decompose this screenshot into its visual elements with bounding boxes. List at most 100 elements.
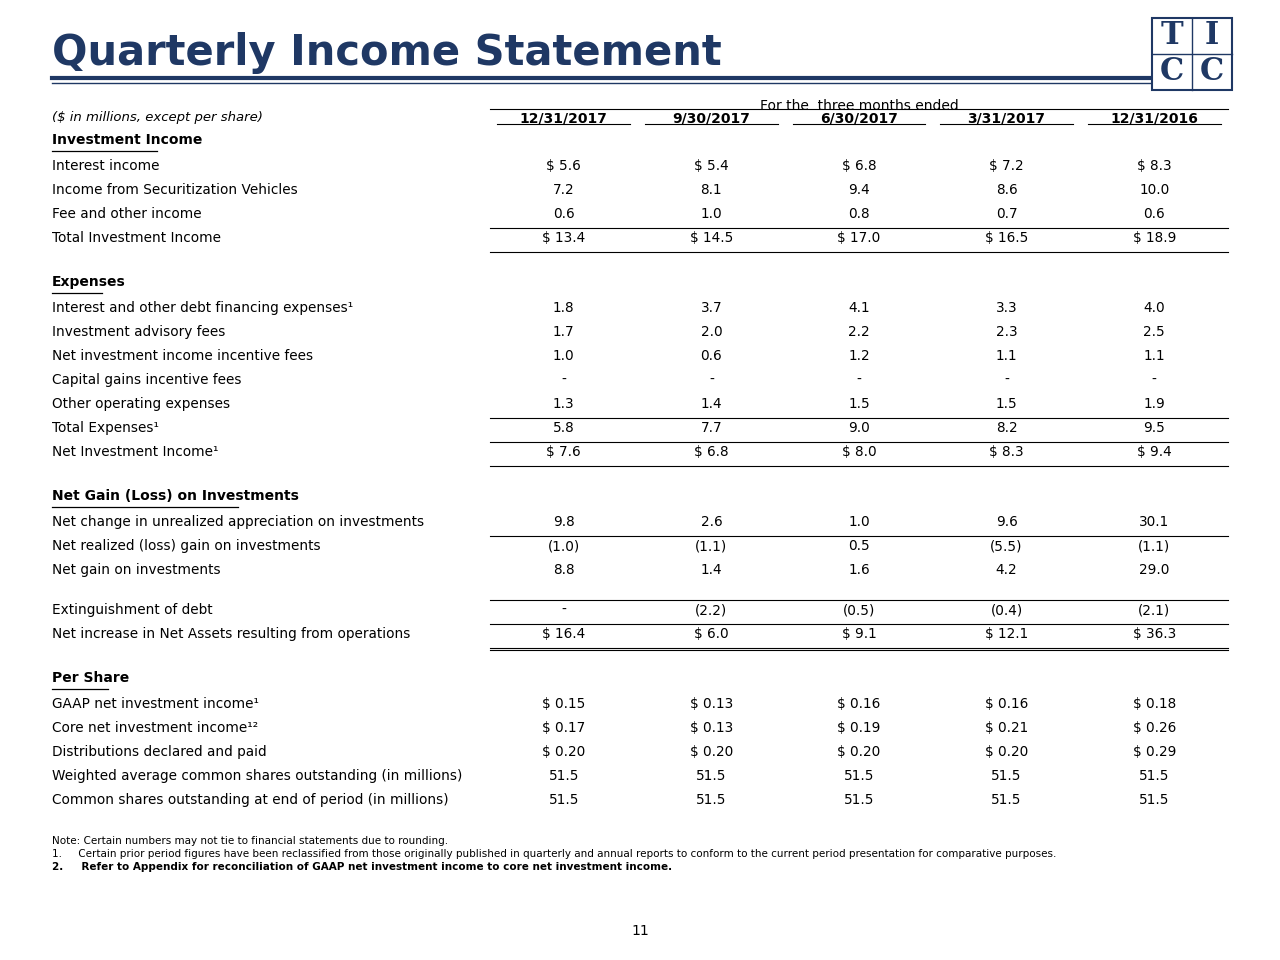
Text: 51.5: 51.5: [1139, 793, 1170, 807]
Text: $ 0.13: $ 0.13: [690, 721, 733, 735]
Text: 9.4: 9.4: [849, 183, 870, 197]
Text: 12/31/2016: 12/31/2016: [1110, 111, 1198, 125]
Text: $ 0.29: $ 0.29: [1133, 745, 1176, 759]
Text: (0.4): (0.4): [991, 603, 1023, 617]
Text: 1.0: 1.0: [553, 349, 575, 363]
Text: $ 8.0: $ 8.0: [842, 445, 877, 459]
Text: 51.5: 51.5: [991, 793, 1021, 807]
Text: (2.1): (2.1): [1138, 603, 1170, 617]
Text: 3.7: 3.7: [700, 301, 722, 315]
Text: Distributions declared and paid: Distributions declared and paid: [52, 745, 266, 759]
Text: $ 0.15: $ 0.15: [543, 697, 585, 711]
Text: GAAP net investment income¹: GAAP net investment income¹: [52, 697, 259, 711]
Text: Capital gains incentive fees: Capital gains incentive fees: [52, 373, 242, 387]
Text: $ 0.20: $ 0.20: [690, 745, 733, 759]
Text: $ 0.20: $ 0.20: [543, 745, 585, 759]
Text: $ 0.19: $ 0.19: [837, 721, 881, 735]
Text: 51.5: 51.5: [844, 769, 874, 783]
Text: 0.6: 0.6: [1143, 207, 1165, 221]
Text: 10.0: 10.0: [1139, 183, 1170, 197]
Text: Quarterly Income Statement: Quarterly Income Statement: [52, 32, 722, 74]
Text: 0.7: 0.7: [996, 207, 1018, 221]
Text: $ 6.8: $ 6.8: [694, 445, 728, 459]
Text: 51.5: 51.5: [696, 793, 727, 807]
Text: 2.5: 2.5: [1143, 325, 1165, 339]
Text: 1.5: 1.5: [996, 397, 1018, 411]
Text: 11: 11: [631, 924, 649, 938]
Text: 1.3: 1.3: [553, 397, 575, 411]
Text: $ 6.8: $ 6.8: [842, 159, 877, 173]
Text: $ 9.4: $ 9.4: [1137, 445, 1171, 459]
Text: $ 16.5: $ 16.5: [984, 231, 1028, 245]
Text: 7.2: 7.2: [553, 183, 575, 197]
Text: 1.1: 1.1: [996, 349, 1018, 363]
Text: Core net investment income¹²: Core net investment income¹²: [52, 721, 259, 735]
Text: 29.0: 29.0: [1139, 563, 1170, 577]
Text: $ 6.0: $ 6.0: [694, 627, 728, 641]
Text: -: -: [562, 603, 566, 617]
Text: C: C: [1160, 56, 1184, 87]
Text: 3/31/2017: 3/31/2017: [968, 111, 1046, 125]
Text: Net Investment Income¹: Net Investment Income¹: [52, 445, 219, 459]
Text: 51.5: 51.5: [549, 769, 579, 783]
Text: $ 7.2: $ 7.2: [989, 159, 1024, 173]
Text: 51.5: 51.5: [844, 793, 874, 807]
Text: $ 12.1: $ 12.1: [986, 627, 1028, 641]
Text: 2.3: 2.3: [996, 325, 1018, 339]
Text: 2.0: 2.0: [700, 325, 722, 339]
Text: (0.5): (0.5): [842, 603, 876, 617]
Text: $ 0.18: $ 0.18: [1133, 697, 1176, 711]
Text: 12/31/2017: 12/31/2017: [520, 111, 608, 125]
Text: 4.1: 4.1: [849, 301, 870, 315]
Text: 9.6: 9.6: [996, 515, 1018, 529]
Text: $ 0.13: $ 0.13: [690, 697, 733, 711]
Text: 51.5: 51.5: [1139, 769, 1170, 783]
Text: -: -: [1152, 373, 1157, 387]
Text: 1.2: 1.2: [849, 349, 870, 363]
Text: Net Gain (Loss) on Investments: Net Gain (Loss) on Investments: [52, 489, 298, 503]
Text: 0.8: 0.8: [849, 207, 870, 221]
Text: 9.0: 9.0: [849, 421, 870, 435]
Text: $ 16.4: $ 16.4: [543, 627, 585, 641]
Text: 1.6: 1.6: [849, 563, 870, 577]
Text: $ 0.16: $ 0.16: [837, 697, 881, 711]
Text: Extinguishment of debt: Extinguishment of debt: [52, 603, 212, 617]
Text: $ 14.5: $ 14.5: [690, 231, 733, 245]
Text: 1.5: 1.5: [849, 397, 870, 411]
Text: Note: Certain numbers may not tie to financial statements due to rounding.: Note: Certain numbers may not tie to fin…: [52, 836, 448, 846]
Text: Net realized (loss) gain on investments: Net realized (loss) gain on investments: [52, 539, 320, 553]
Text: For the  three months ended: For the three months ended: [759, 99, 959, 113]
Text: Net gain on investments: Net gain on investments: [52, 563, 220, 577]
Text: $ 18.9: $ 18.9: [1133, 231, 1176, 245]
Text: (1.1): (1.1): [695, 539, 727, 553]
Text: 7.7: 7.7: [700, 421, 722, 435]
Text: (2.2): (2.2): [695, 603, 727, 617]
Text: 9.8: 9.8: [553, 515, 575, 529]
Text: ($ in millions, except per share): ($ in millions, except per share): [52, 111, 262, 124]
Text: $ 8.3: $ 8.3: [989, 445, 1024, 459]
Text: $ 0.16: $ 0.16: [986, 697, 1028, 711]
Text: 51.5: 51.5: [991, 769, 1021, 783]
Text: 2.2: 2.2: [849, 325, 870, 339]
Text: 1.8: 1.8: [553, 301, 575, 315]
Text: Common shares outstanding at end of period (in millions): Common shares outstanding at end of peri…: [52, 793, 448, 807]
Text: $ 0.20: $ 0.20: [986, 745, 1028, 759]
Text: 51.5: 51.5: [549, 793, 579, 807]
Text: 1.1: 1.1: [1143, 349, 1165, 363]
Text: Investment Income: Investment Income: [52, 133, 202, 147]
Text: -: -: [562, 373, 566, 387]
Text: T: T: [1161, 20, 1184, 51]
Text: $ 0.26: $ 0.26: [1133, 721, 1176, 735]
Text: Net investment income incentive fees: Net investment income incentive fees: [52, 349, 314, 363]
Text: $ 5.4: $ 5.4: [694, 159, 728, 173]
Text: -: -: [709, 373, 714, 387]
Text: Total Expenses¹: Total Expenses¹: [52, 421, 159, 435]
Text: (1.1): (1.1): [1138, 539, 1170, 553]
Text: Expenses: Expenses: [52, 275, 125, 289]
Text: Interest income: Interest income: [52, 159, 160, 173]
Text: Per Share: Per Share: [52, 671, 129, 685]
Text: $ 36.3: $ 36.3: [1133, 627, 1176, 641]
Text: $ 7.6: $ 7.6: [547, 445, 581, 459]
Text: 51.5: 51.5: [696, 769, 727, 783]
Text: 9.5: 9.5: [1143, 421, 1165, 435]
